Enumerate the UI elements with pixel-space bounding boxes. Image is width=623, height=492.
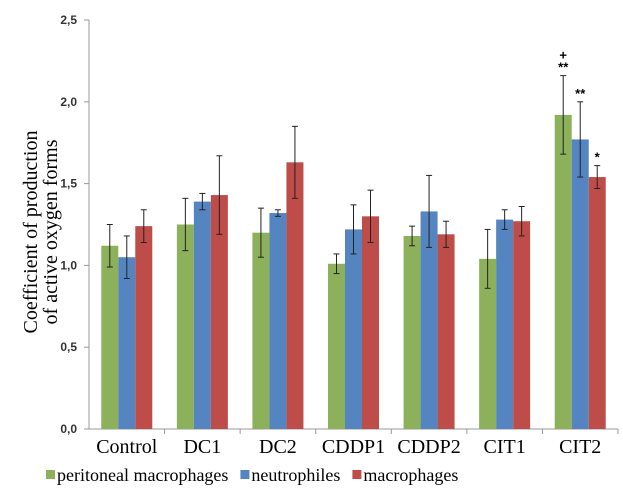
x-tick-label: DC2 (259, 436, 297, 458)
bar (101, 245, 119, 429)
bars (101, 75, 606, 430)
legend-label: neutrophiles (251, 465, 340, 485)
bar (362, 216, 379, 429)
legend: peritoneal macrophages neutrophiles macrop… (46, 465, 458, 485)
y-tick-label: 0,0 (60, 422, 77, 436)
legend-label: peritoneal macrophages (57, 465, 228, 485)
bar (135, 226, 153, 429)
bar (571, 139, 589, 430)
legend-swatch (46, 470, 55, 479)
x-tick-label: DC1 (183, 436, 221, 458)
bar (176, 224, 194, 429)
x-tick-label: CIT2 (559, 436, 601, 458)
x-tick-label: CDDP1 (322, 436, 385, 458)
bar (328, 263, 345, 429)
x-tick-label: CIT1 (484, 436, 526, 458)
bar (269, 213, 287, 429)
significance-marker: ** (575, 86, 586, 101)
legend-swatch (352, 470, 362, 479)
x-tick-label: CDDP2 (397, 436, 460, 458)
bar (118, 257, 136, 429)
significance-marker: * (595, 150, 601, 165)
legend-label: macrophages (363, 465, 458, 485)
bar (437, 234, 455, 429)
y-axis-label-line-1: Coefficient of production (20, 131, 42, 334)
bar (252, 232, 270, 429)
bar (193, 201, 211, 429)
bar (210, 195, 228, 429)
y-axis-label: Coefficient of production of active oxyg… (20, 131, 62, 334)
bar (420, 211, 438, 429)
significance-marker: + (559, 48, 567, 63)
axes: 0,0 0,5 1,0 1,5 2,0 2,5 Control DC1 DC2 CDDP1 CDDP… (60, 13, 619, 458)
y-axis-label-line-2: of active oxygen forms (40, 139, 62, 324)
legend-swatch (240, 470, 250, 479)
bar (403, 235, 421, 429)
y-tick-label: 1,5 (60, 177, 77, 191)
annotations: **+*** (558, 48, 601, 165)
x-tick-label: Control (96, 436, 158, 458)
bar (513, 221, 531, 429)
y-tick-label: 1,0 (60, 258, 77, 272)
bar (479, 258, 497, 429)
bar (554, 114, 572, 429)
significance-marker: ** (558, 60, 569, 75)
y-tick-label: 2,0 (60, 95, 77, 109)
bar (345, 229, 362, 429)
y-tick-label: 0,5 (60, 340, 77, 354)
bar (588, 177, 606, 429)
bar (496, 219, 514, 429)
bar (286, 162, 304, 429)
y-tick-label: 2,5 (60, 13, 77, 27)
